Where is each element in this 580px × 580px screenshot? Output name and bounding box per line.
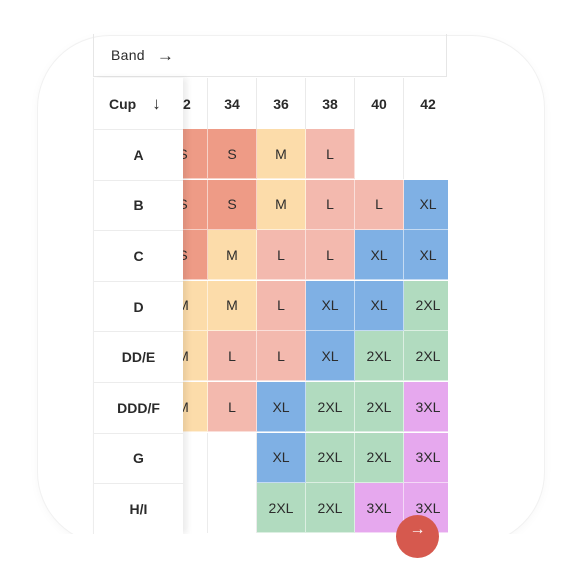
size-cell: 2XL [306,382,355,432]
size-cell: L [257,280,306,331]
cup-row-label: H/I [94,483,183,534]
band-header-34: 34 [208,78,257,129]
size-cell: 2XL [355,432,404,483]
band-header-42: 42 [404,78,448,129]
size-cell: M [183,331,208,382]
arrow-down-icon: ↓ [152,93,161,113]
size-cell: M [208,230,257,281]
cup-row-label: D [94,280,183,332]
arrow-right-icon: → [409,520,426,538]
size-cell: 2XL [306,432,355,483]
size-cell: S [183,230,208,281]
size-cell: L [355,179,404,230]
size-cell: L [208,382,257,432]
size-cell: 2XL [404,331,448,382]
band-label: Band [111,47,145,63]
cup-row-label: DDD/F [94,381,183,433]
size-cell [183,483,208,534]
cup-label: Cup [109,95,137,112]
size-cell: XL [306,331,355,382]
size-cell [208,432,257,483]
band-axis-header: Band → [93,34,447,77]
cup-row-label: G [94,432,183,484]
size-grid[interactable]: 323436384042SSMLSSMLLXLSMLLXLXLMMLXLXL2X… [183,78,448,534]
size-cell: XL [404,179,448,230]
size-cell: XL [257,432,306,483]
size-cell: XL [306,280,355,331]
size-cell: 2XL [306,483,355,534]
cup-row-label: B [94,179,183,231]
size-cell: M [183,382,208,432]
size-cell [404,129,448,179]
band-header-32: 32 [183,78,208,129]
size-cell: XL [257,382,306,432]
cup-axis-header: Cup ↓ [94,78,183,129]
size-cell: M [208,280,257,331]
band-header-38: 38 [306,78,355,129]
size-cell [355,129,404,179]
arrow-right-icon: → [156,45,175,65]
size-cell: S [183,129,208,179]
band-header-40: 40 [355,78,404,129]
size-cell: M [183,280,208,331]
bottom-mask [0,534,580,580]
size-cell: XL [404,230,448,281]
size-cell: L [257,331,306,382]
size-cell: L [306,129,355,179]
cup-rows: A B C D DD/E DDD/F G H/I [94,129,183,534]
size-cell: XL [355,230,404,281]
size-cell: 2XL [355,382,404,432]
size-cell: 3XL [404,432,448,483]
size-cell [208,483,257,534]
size-cell: XL [355,280,404,331]
size-cell: S [208,179,257,230]
size-cell: M [257,129,306,179]
size-cell [183,432,208,483]
size-cell: L [306,230,355,281]
size-cell: L [257,230,306,281]
size-cell: S [183,179,208,230]
size-cell: S [208,129,257,179]
size-cell: 3XL [404,382,448,432]
size-cell: L [306,179,355,230]
size-cell: 2XL [257,483,306,534]
cup-row-label: DD/E [94,331,183,382]
cup-row-label: A [94,129,183,180]
size-cell: L [208,331,257,382]
size-cell: 2XL [404,280,448,331]
size-cell: 2XL [355,331,404,382]
cup-row-label: C [94,230,183,281]
size-cell: M [257,179,306,230]
next-button[interactable]: → [396,515,439,558]
size-cell: 3XL [355,483,404,534]
cup-column: Cup ↓ A B C D DD/E DDD/F G H/I [93,78,183,534]
band-header-36: 36 [257,78,306,129]
